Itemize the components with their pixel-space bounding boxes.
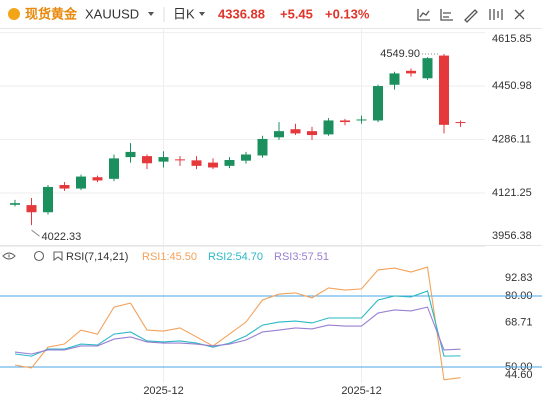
y-tick-label: 3956.38 [492,230,532,242]
annotation-line [31,229,40,237]
indicator-icon[interactable] [417,9,430,21]
legend-entry: RSI3:57.51 [274,251,329,263]
candle-body [406,70,416,74]
candle-body [59,184,70,189]
instrument-name[interactable]: 现货黄金 [25,6,78,21]
candle-body [356,119,367,121]
symbol[interactable]: XAUUSD [85,6,139,21]
pen-icon[interactable] [464,9,478,23]
annotation: 4549.90 [380,48,420,60]
draw-icon[interactable] [440,9,453,21]
candle-body [389,73,400,85]
logo [8,8,20,20]
settings-icon[interactable] [33,250,45,262]
bars-icon[interactable] [489,9,503,20]
candle-body [224,160,235,166]
candle-body [26,205,37,213]
rsi-line [14,306,461,355]
candle-body [43,186,53,213]
price: 4336.88 [218,6,265,21]
change-pct: +0.13% [325,6,370,21]
period[interactable]: 日K [173,6,195,21]
candle-body [142,156,152,164]
indicator-icon[interactable] [53,251,63,262]
candle-body [10,203,20,205]
candle-body [307,131,317,136]
rsi-line [14,290,461,357]
candle-body [340,120,350,123]
candle-body [241,154,251,161]
change: +5.45 [280,6,313,21]
annotation: 4022.33 [42,231,82,243]
candle-body [274,131,284,138]
y-tick-label: 4450.98 [492,80,532,92]
legend-entry: RSI1:45.50 [142,251,197,263]
candle-body [455,122,466,124]
candle-body [323,120,334,135]
legend-entry: RSI2:54.70 [208,251,263,263]
candle-body [191,160,202,166]
close-icon[interactable] [514,9,525,20]
candle-body [257,138,268,156]
candle-body [109,158,119,179]
candle-body [175,159,185,161]
y-tick-label: 44.60 [505,369,533,381]
indicator-title: RSI(7,14,21) [66,251,128,263]
dropdown[interactable] [199,12,205,16]
candle-body [158,157,169,162]
candle-body [439,55,449,125]
x-tick-label: 2025-12 [341,385,381,397]
candle-body [290,129,301,134]
candle-body [373,86,383,121]
y-tick-label: 92.83 [505,272,533,284]
candle-body [208,162,218,168]
y-tick-label: 4615.85 [492,33,532,45]
y-tick-label: 4121.25 [492,187,532,199]
candle-body [422,58,433,79]
candle-body [92,177,103,181]
candle-body [125,151,136,158]
x-tick-label: 2025-12 [143,385,183,397]
y-tick-label: 68.71 [505,317,533,329]
dropdown[interactable] [148,12,154,16]
rsi-line [14,266,461,381]
y-tick-label: 4286.11 [492,133,531,145]
eye-icon[interactable] [2,252,16,260]
candle-body [76,176,86,189]
